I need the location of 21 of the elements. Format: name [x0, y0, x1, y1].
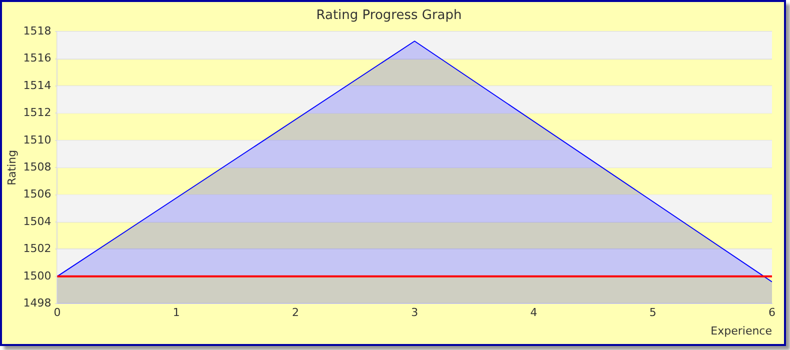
x-tick-label: 1: [172, 306, 180, 320]
y-tick-label: 1518: [23, 24, 52, 38]
x-tick-label: 2: [292, 306, 299, 320]
y-tick-label: 1502: [23, 242, 52, 256]
y-axis-title: Rating: [5, 150, 18, 186]
x-axis-title: Experience: [710, 324, 772, 338]
x-tick-label: 6: [768, 306, 776, 320]
y-tick-label: 1516: [23, 52, 52, 65]
y-tick-label: 1506: [23, 188, 52, 201]
x-tick-label: 5: [649, 306, 656, 320]
x-tick-label: 0: [54, 306, 61, 320]
x-tick-label: 4: [530, 306, 538, 320]
y-tick-label: 1498: [23, 296, 52, 310]
y-tick-label: 1512: [23, 106, 52, 120]
y-tick-label: 1510: [23, 133, 52, 146]
y-tick-label: 1514: [23, 78, 52, 92]
chart-title: Rating Progress Graph: [316, 8, 462, 24]
y-tick-label: 1504: [23, 214, 52, 228]
y-tick-label: 1508: [23, 160, 52, 174]
y-tick-label: 1500: [23, 269, 52, 282]
x-tick-label: 3: [411, 306, 418, 320]
